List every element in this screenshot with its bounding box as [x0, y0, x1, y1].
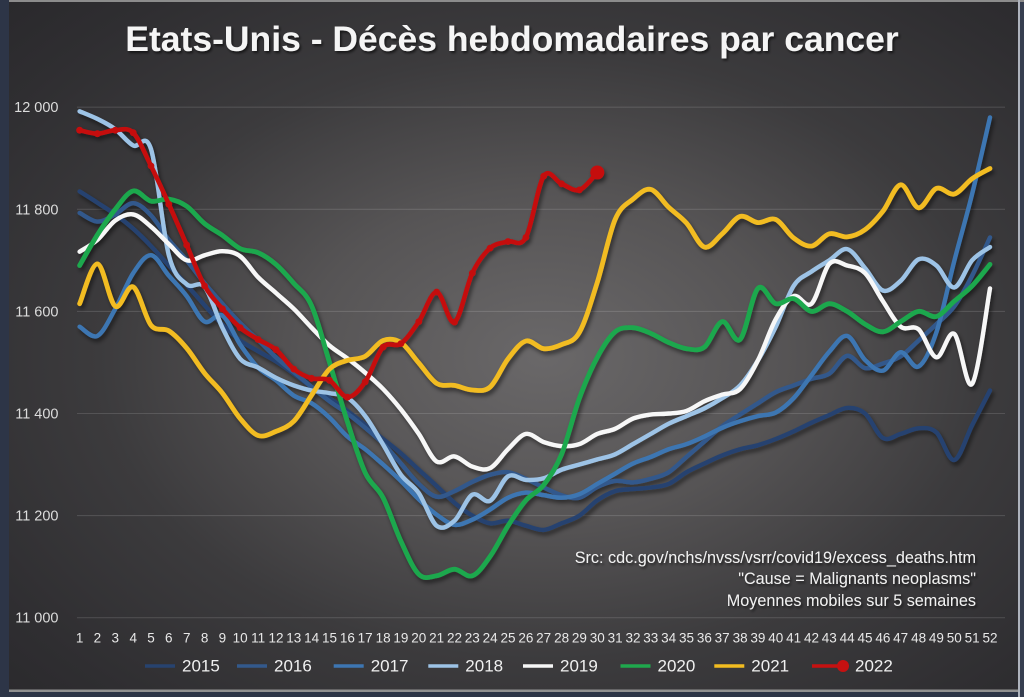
svg-text:16: 16 [340, 631, 355, 646]
svg-text:2015: 2015 [182, 657, 220, 676]
svg-text:12 000: 12 000 [14, 100, 58, 116]
svg-text:13: 13 [286, 631, 301, 646]
svg-text:5: 5 [147, 631, 155, 646]
svg-text:4: 4 [129, 631, 137, 646]
svg-text:2: 2 [94, 631, 102, 646]
svg-text:47: 47 [893, 631, 908, 646]
svg-text:2017: 2017 [371, 657, 409, 676]
svg-text:2016: 2016 [274, 657, 312, 676]
svg-text:25: 25 [500, 631, 515, 646]
svg-text:23: 23 [465, 631, 480, 646]
svg-text:30: 30 [590, 631, 605, 646]
svg-text:51: 51 [965, 631, 980, 646]
svg-text:44: 44 [840, 631, 856, 646]
svg-text:10: 10 [233, 631, 248, 646]
svg-text:31: 31 [608, 631, 623, 646]
svg-text:2018: 2018 [465, 657, 503, 676]
svg-text:Moyennes mobiles sur 5 semaine: Moyennes mobiles sur 5 semaines [727, 592, 976, 610]
svg-text:21: 21 [429, 631, 444, 646]
svg-text:26: 26 [518, 631, 533, 646]
svg-text:43: 43 [822, 631, 837, 646]
svg-text:38: 38 [733, 631, 748, 646]
svg-text:15: 15 [322, 631, 337, 646]
svg-text:1: 1 [76, 631, 84, 646]
svg-text:2022: 2022 [855, 657, 893, 676]
svg-text:36: 36 [697, 631, 712, 646]
svg-text:2019: 2019 [560, 657, 598, 676]
svg-text:"Cause = Malignants neoplasms": "Cause = Malignants neoplasms" [738, 570, 976, 588]
svg-text:42: 42 [804, 631, 819, 646]
svg-text:12: 12 [268, 631, 283, 646]
svg-text:37: 37 [715, 631, 730, 646]
svg-text:41: 41 [786, 631, 801, 646]
svg-text:Src: cdc.gov/nchs/nvss/vsrr/co: Src: cdc.gov/nchs/nvss/vsrr/covid19/exce… [575, 549, 976, 567]
svg-text:11 800: 11 800 [15, 202, 58, 218]
svg-text:11 400: 11 400 [15, 407, 58, 423]
svg-text:3: 3 [112, 631, 120, 646]
svg-text:18: 18 [376, 631, 391, 646]
svg-text:11 600: 11 600 [15, 304, 58, 320]
svg-text:49: 49 [929, 631, 944, 646]
svg-text:2020: 2020 [658, 657, 696, 676]
svg-text:34: 34 [661, 631, 677, 646]
svg-text:24: 24 [483, 631, 499, 646]
svg-text:11: 11 [251, 631, 265, 646]
svg-text:46: 46 [875, 631, 890, 646]
svg-text:11 200: 11 200 [15, 509, 58, 525]
svg-text:40: 40 [768, 631, 783, 646]
svg-text:19: 19 [393, 631, 408, 646]
svg-text:9: 9 [219, 631, 227, 646]
svg-text:50: 50 [947, 631, 962, 646]
svg-text:20: 20 [411, 631, 426, 646]
svg-text:39: 39 [750, 631, 765, 646]
svg-text:22: 22 [447, 631, 462, 646]
svg-text:48: 48 [911, 631, 926, 646]
svg-text:33: 33 [643, 631, 658, 646]
svg-text:28: 28 [554, 631, 569, 646]
svg-text:29: 29 [572, 631, 587, 646]
svg-text:Etats-Unis - Décès hebdomadair: Etats-Unis - Décès hebdomadaires par can… [125, 19, 899, 59]
svg-text:8: 8 [201, 631, 209, 646]
svg-text:45: 45 [857, 631, 872, 646]
svg-text:14: 14 [304, 631, 320, 646]
svg-text:32: 32 [625, 631, 640, 646]
svg-text:17: 17 [358, 631, 373, 646]
svg-text:35: 35 [679, 631, 694, 646]
svg-text:27: 27 [536, 631, 551, 646]
svg-text:2021: 2021 [751, 657, 789, 676]
svg-text:11 000: 11 000 [15, 611, 58, 627]
svg-text:52: 52 [982, 631, 997, 646]
svg-text:6: 6 [165, 631, 173, 646]
svg-text:7: 7 [183, 631, 191, 646]
